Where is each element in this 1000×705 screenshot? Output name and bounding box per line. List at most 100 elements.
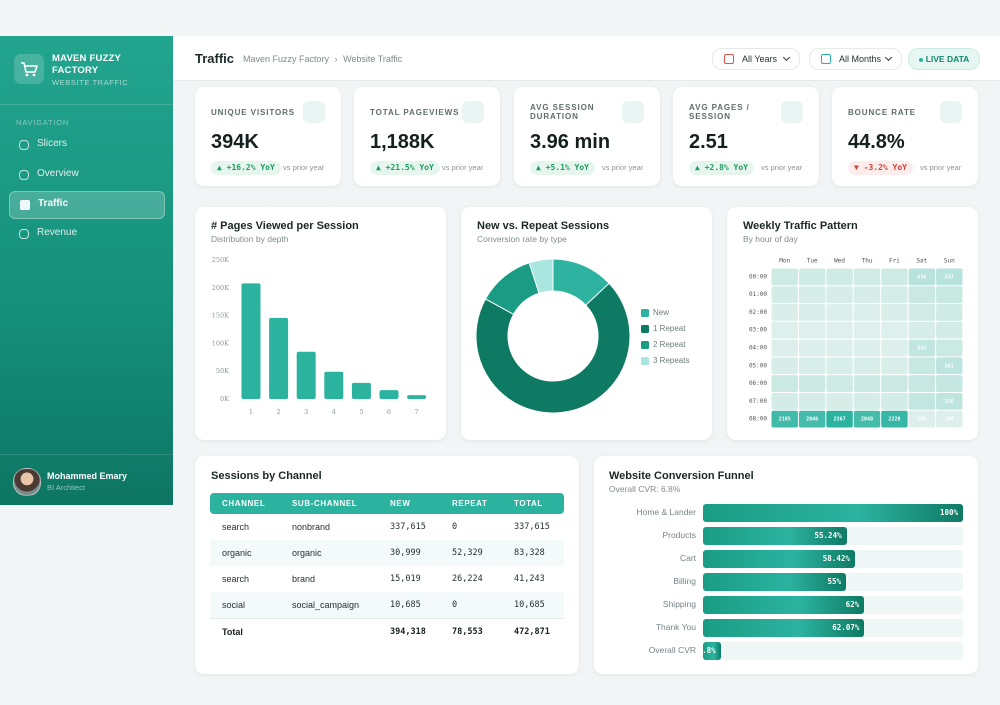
kpi-icon (622, 101, 644, 123)
x-tick-label: 6 (387, 408, 391, 416)
heat-cell (826, 392, 853, 410)
nav-icon (20, 200, 30, 210)
heat-cell (826, 304, 853, 321)
heat-cell (771, 304, 798, 321)
funnel-label: Billing (673, 576, 696, 586)
y-tick-label: 0K (220, 395, 229, 403)
nav-item[interactable]: Revenue (9, 221, 163, 247)
legend-label: 2 Repeat (653, 340, 686, 349)
table-cell: 0 (452, 522, 458, 532)
kpi-value: 44.8% (848, 131, 905, 153)
chart-subtitle: Distribution by depth (211, 234, 289, 244)
user-name: Mohammed Emary (47, 471, 128, 481)
filter-button[interactable]: All Years (712, 48, 800, 70)
kpi-icon (303, 101, 325, 123)
kpi-note: vs prior year (283, 163, 325, 172)
funnel-label: Thank You (655, 622, 696, 632)
heat-cell (908, 268, 936, 286)
donut-slice (528, 258, 554, 294)
brand-subtitle: WEBSITE TRAFFIC (52, 78, 129, 87)
column-header: NEW (390, 499, 411, 508)
heat-cell (936, 339, 963, 357)
heat-cell (936, 357, 963, 375)
funnel-bar: 55% (703, 573, 846, 591)
heat-cell (798, 410, 826, 428)
kpi-note: vs prior year (442, 163, 484, 172)
kpi-label: BOUNCE RATE (848, 107, 916, 117)
heat-cell (908, 304, 936, 321)
table-cell: search (222, 522, 250, 532)
logo (14, 54, 44, 84)
funnel-bar: 55.24% (703, 527, 847, 545)
heat-cell (798, 321, 826, 339)
page-title: Traffic (195, 51, 235, 66)
legend-label: 1 Repeat (653, 324, 686, 333)
heat-cell (853, 321, 881, 339)
funnel-bar: 58.42% (703, 550, 855, 568)
table-cell: brand (292, 574, 316, 584)
heat-cell (908, 410, 936, 428)
breadcrumb-item[interactable]: Maven Fuzzy Factory (243, 54, 330, 64)
y-tick-label: 00:00 (749, 273, 767, 280)
heat-cell (881, 339, 908, 357)
kpi-card: UNIQUE VISITORS 394K ▲ +16.2% YoY vs prior … (195, 87, 341, 186)
heat-cell (798, 339, 826, 357)
heat-cell (826, 321, 853, 339)
donut-slice (475, 282, 631, 414)
heat-cell (881, 268, 908, 286)
y-tick-label: 02:00 (749, 309, 767, 316)
cell-label: 636 (917, 274, 926, 280)
column-header: REPEAT (452, 499, 488, 508)
table-cell: 15,019 (390, 574, 421, 584)
filter-label: All Years (742, 54, 778, 64)
divider (0, 454, 173, 455)
table-cell: organic (222, 548, 252, 558)
funnel-label: Products (662, 530, 696, 540)
cart-icon (21, 62, 38, 77)
column-header: SUB-CHANNEL (292, 499, 358, 508)
bar (269, 317, 289, 399)
heat-cell (908, 321, 936, 339)
heat-cell (798, 357, 826, 375)
kpi-value: 1,188K (370, 131, 435, 153)
nav-label: Overview (37, 167, 79, 179)
heat-cell (826, 357, 853, 375)
funnel-value: 62.07% (832, 623, 860, 632)
table-cell: social_campaign (292, 600, 360, 610)
bar (407, 395, 427, 399)
heat-cell (936, 268, 963, 286)
filter-icon (724, 54, 734, 64)
y-tick-label: 150K (212, 312, 229, 320)
legend-swatch (641, 357, 649, 365)
nav-item[interactable]: Slicers (9, 132, 163, 158)
filter-icon (821, 54, 831, 64)
bar (351, 382, 371, 399)
chart-title: Website Conversion Funnel (609, 470, 754, 482)
x-tick-label: 3 (304, 408, 308, 416)
y-tick-label: 100K (212, 339, 229, 347)
heat-cell (771, 339, 798, 357)
heat-cell (771, 286, 798, 304)
heat-cell (771, 410, 798, 428)
heat-cell (853, 392, 881, 410)
heat-cell (908, 375, 936, 392)
funnel-track (703, 642, 963, 660)
funnel-label: Shipping (662, 599, 696, 609)
nav-item[interactable]: Overview (9, 162, 163, 188)
nav-item[interactable]: Traffic (9, 191, 165, 219)
heat-cell (881, 410, 908, 428)
y-tick-label: 200K (212, 284, 229, 292)
heat-cell (826, 339, 853, 357)
heat-cell (798, 375, 826, 392)
heat-cell (853, 268, 881, 286)
heat-cell (936, 410, 963, 428)
nav-label: Traffic (38, 198, 69, 209)
total-cell: 472,871 (514, 627, 550, 637)
filter-button[interactable]: All Months (809, 48, 902, 70)
bar-chart: 0K 50K 100K 150K 200K 250K 1 2 3 4 5 6 7 (212, 256, 427, 416)
live-badge[interactable]: LIVE DATA (908, 48, 980, 70)
cell-label: 2228 (888, 417, 900, 423)
avatar (13, 468, 41, 496)
x-tick-label: Wed (834, 258, 845, 265)
